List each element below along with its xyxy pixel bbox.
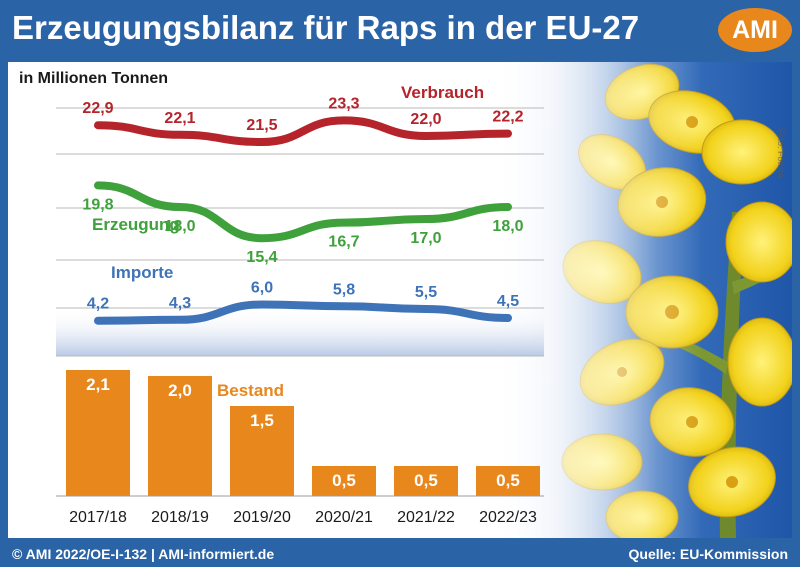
header: Erzeugungsbilanz für Raps in der EU-27 A…: [0, 0, 800, 58]
point-label-verbrauch-3: 23,3: [328, 95, 359, 112]
legend-bestand: Bestand: [217, 381, 284, 400]
bar-label-bestand-2: 1,5: [250, 411, 274, 430]
point-label-erzeugung-3: 16,7: [328, 234, 359, 251]
point-label-importe-4: 5,5: [415, 284, 437, 301]
legend-importe: Importe: [111, 263, 173, 282]
chart-title: Erzeugungsbilanz für Raps in der EU-27: [12, 9, 640, 46]
bar-label-bestand-4: 0,5: [414, 471, 438, 490]
x-tick-label-2: 2019/20: [233, 509, 291, 526]
point-label-importe-1: 4,3: [169, 295, 191, 312]
photo-credit: Foto: Fotolia: [776, 128, 786, 179]
gridlines: [56, 107, 544, 357]
rapeseed-photo: [492, 62, 792, 538]
x-tick-label-0: 2017/18: [69, 509, 127, 526]
bar-bestand-1: [148, 376, 212, 496]
bar-bestand-2: [230, 406, 294, 496]
bar-bestand-0: [66, 370, 130, 496]
point-label-erzeugung-1: 18,0: [164, 218, 195, 235]
line-series: 22,9 22,1 21,5 23,3 22,0 22,2 19,8 18,0 15,4 16,7…: [82, 95, 524, 325]
point-label-verbrauch-2: 21,5: [246, 117, 277, 134]
legend-erzeugung: Erzeugung: [92, 215, 180, 234]
unit-label: in Millionen Tonnen: [19, 70, 168, 87]
bar-label-bestand-3: 0,5: [332, 471, 356, 490]
point-label-importe-2: 6,0: [251, 280, 273, 297]
point-label-erzeugung-2: 15,4: [246, 249, 277, 266]
x-tick-label-3: 2020/21: [315, 509, 373, 526]
legend-verbrauch: Verbrauch: [401, 83, 484, 102]
footer-source: Quelle: EU-Kommission: [628, 546, 788, 562]
point-label-importe-0: 4,2: [87, 296, 109, 313]
point-label-importe-5: 4,5: [497, 293, 519, 310]
bar-label-bestand-1: 2,0: [168, 381, 192, 400]
point-label-verbrauch-0: 22,9: [82, 100, 113, 117]
x-tick-label-1: 2018/19: [151, 509, 209, 526]
point-label-erzeugung-5: 18,0: [492, 218, 523, 235]
footer-copyright: © AMI 2022/OE-I-132 | AMI-informiert.de: [12, 546, 275, 562]
bar-label-bestand-0: 2,1: [86, 375, 110, 394]
bar-bestand-5: [476, 466, 540, 496]
point-label-verbrauch-4: 22,0: [410, 111, 441, 128]
x-tick-labels: 2017/18 2018/19 2019/20 2020/21 2021/22 2022/…: [69, 509, 537, 526]
point-label-erzeugung-4: 17,0: [410, 230, 441, 247]
bar-series: 2,1 2,0 1,5 0,5 0,5 0,5: [56, 370, 544, 497]
line-erzeugung: [94, 181, 512, 243]
x-tick-label-4: 2021/22: [397, 509, 455, 526]
chart-svg: in Millionen Tonnen 22,9 22,1 21,5 23,3 22,0…: [19, 70, 544, 526]
point-label-erzeugung-0: 19,8: [82, 196, 113, 213]
footer: © AMI 2022/OE-I-132 | AMI-informiert.de …: [0, 538, 800, 567]
bar-label-bestand-5: 0,5: [496, 471, 520, 490]
ami-logo: AMI: [718, 8, 792, 52]
point-label-verbrauch-5: 22,2: [492, 109, 523, 126]
line-verbrauch: [94, 116, 512, 147]
point-label-verbrauch-1: 22,1: [164, 110, 195, 127]
x-tick-label-5: 2022/23: [479, 509, 537, 526]
point-label-importe-3: 5,8: [333, 281, 355, 298]
line-importe: [94, 300, 512, 325]
chart-panel: Foto: Fotolia in Millionen Tonnen 22,9 22…: [8, 62, 792, 538]
bar-bestand-3: [312, 466, 376, 496]
bar-bestand-4: [394, 466, 458, 496]
